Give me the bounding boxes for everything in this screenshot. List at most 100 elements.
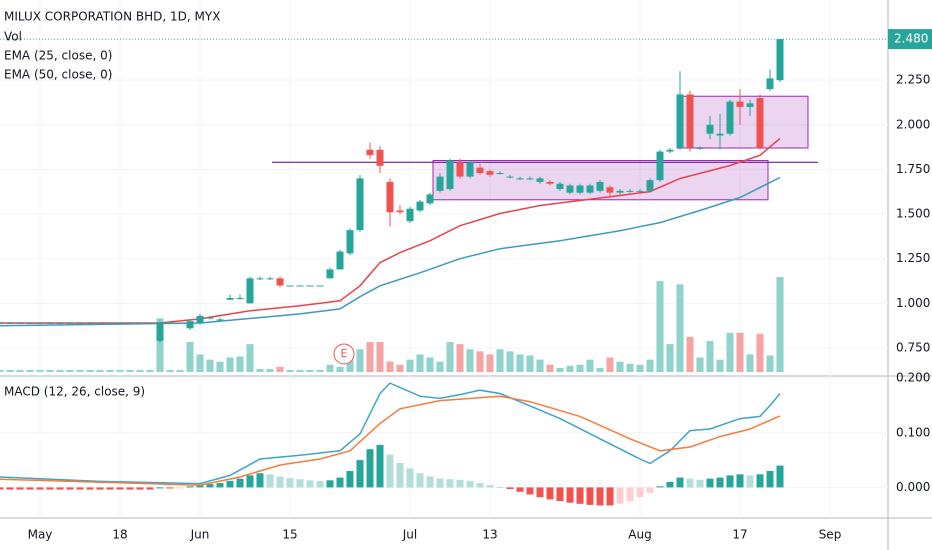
volume-bar xyxy=(176,369,184,372)
candle-body xyxy=(756,98,764,149)
histogram-bar xyxy=(366,449,374,488)
volume-bar xyxy=(476,351,484,372)
event-label: E xyxy=(341,347,348,360)
histogram-bar xyxy=(546,487,554,500)
legend-entry: Vol xyxy=(4,30,22,44)
candle-body xyxy=(106,322,114,324)
candle-body xyxy=(536,178,544,182)
volume-bar xyxy=(616,361,624,372)
macd-title: MACD (12, 26, close, 9) xyxy=(4,385,145,399)
histogram-bar xyxy=(696,479,704,488)
histogram-bar xyxy=(706,478,714,488)
candle-body xyxy=(586,185,594,193)
volume-bar xyxy=(346,359,354,372)
y-tick-label: 0.750 xyxy=(896,340,930,354)
histogram-bar xyxy=(596,487,604,506)
histogram-bar xyxy=(576,487,584,504)
candle-body xyxy=(236,297,244,299)
histogram-bar xyxy=(726,475,734,488)
candle-body xyxy=(716,133,724,136)
histogram-bar xyxy=(746,475,754,488)
volume-bar xyxy=(196,354,204,372)
legend-entry: EMA (50, close, 0) xyxy=(4,68,112,82)
last-price-box xyxy=(888,29,932,50)
candle-body xyxy=(496,173,504,175)
candle-body xyxy=(216,319,224,321)
volume-bar xyxy=(436,361,444,372)
histogram-bar xyxy=(286,478,294,488)
volume-bar xyxy=(456,344,464,372)
candle-body xyxy=(526,178,534,180)
candle-body xyxy=(326,269,334,279)
histogram-bar xyxy=(496,486,504,488)
candle-body xyxy=(486,171,494,175)
volume-bar xyxy=(256,368,264,372)
volume-bar xyxy=(736,332,744,372)
volume-bar xyxy=(96,369,104,372)
volume-bar xyxy=(386,361,394,372)
histogram-bar xyxy=(216,483,224,488)
histogram-bar xyxy=(566,487,574,503)
volume-bar xyxy=(536,359,544,372)
histogram-bar xyxy=(606,487,614,506)
volume-bar xyxy=(496,349,504,372)
candle-body xyxy=(0,322,4,324)
histogram-bar xyxy=(46,487,54,490)
volume-bar xyxy=(666,344,674,372)
legend-entry: EMA (25, close, 0) xyxy=(4,49,112,63)
volume-bar xyxy=(556,367,564,372)
candle-body xyxy=(666,149,674,152)
candle-body xyxy=(416,201,424,211)
candle-body xyxy=(356,178,364,231)
volume-bar xyxy=(726,332,734,372)
volume-bar xyxy=(636,364,644,372)
histogram-bar xyxy=(186,486,194,488)
candle-body xyxy=(446,160,454,190)
candle-body xyxy=(126,322,134,324)
histogram-bar xyxy=(206,484,214,488)
histogram-bar xyxy=(426,476,434,488)
histogram-bar xyxy=(776,465,784,488)
histogram-bar xyxy=(326,480,334,488)
candle-body xyxy=(206,317,214,319)
histogram-bar xyxy=(316,480,324,488)
volume-bar xyxy=(356,349,364,372)
volume-bar xyxy=(266,368,274,372)
candle-body xyxy=(66,322,74,324)
histogram-bar xyxy=(396,462,404,488)
histogram-bar xyxy=(246,475,254,488)
candle-body xyxy=(286,285,294,287)
volume-bar xyxy=(226,357,234,372)
volume-bar xyxy=(216,361,224,372)
candle-body xyxy=(376,149,384,166)
candle-body xyxy=(56,322,64,324)
histogram-bar xyxy=(276,476,284,488)
volume-bar xyxy=(686,336,694,372)
histogram-bar xyxy=(56,487,64,490)
histogram-bar xyxy=(666,481,674,488)
candle-body xyxy=(566,185,574,193)
indicator-line xyxy=(0,137,781,324)
volume-bar xyxy=(286,369,294,372)
candle-body xyxy=(196,315,204,323)
volume-bar xyxy=(566,365,574,372)
event-marker xyxy=(333,343,355,365)
histogram-bar xyxy=(586,487,594,505)
candle-body xyxy=(676,94,684,149)
candle-body xyxy=(776,39,784,81)
candle-body xyxy=(6,322,14,324)
candle-body xyxy=(706,124,714,134)
candle-body xyxy=(726,101,734,134)
volume-bar xyxy=(106,369,114,372)
histogram-bar xyxy=(356,460,364,488)
volume-bar xyxy=(576,364,584,372)
plot-layer: E xyxy=(0,0,888,518)
candle-body xyxy=(606,187,614,193)
histogram-bar xyxy=(346,471,354,488)
histogram-bar xyxy=(556,487,564,502)
volume-bar xyxy=(6,369,14,372)
histogram-bar xyxy=(736,474,744,488)
histogram-bar xyxy=(166,487,174,489)
